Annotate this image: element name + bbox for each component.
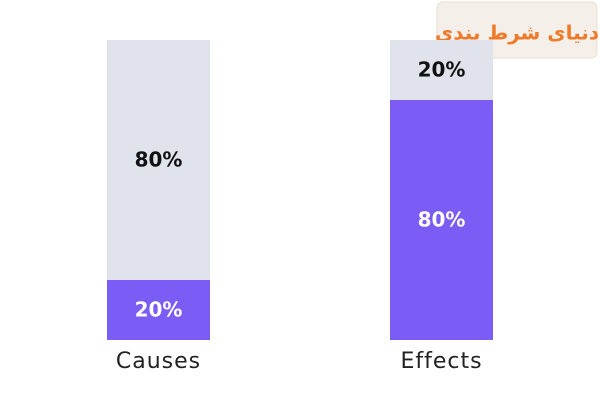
value-label: 80%	[418, 208, 466, 232]
value-label: 20%	[135, 298, 183, 322]
category-label: Effects	[400, 349, 482, 374]
bar-segment	[107, 40, 210, 280]
category-label: Causes	[116, 349, 201, 374]
value-label: 80%	[135, 148, 183, 172]
bar-segment	[107, 280, 210, 340]
bar-segment	[390, 100, 493, 340]
value-label: 20%	[418, 58, 466, 82]
bar-segment	[390, 40, 493, 100]
